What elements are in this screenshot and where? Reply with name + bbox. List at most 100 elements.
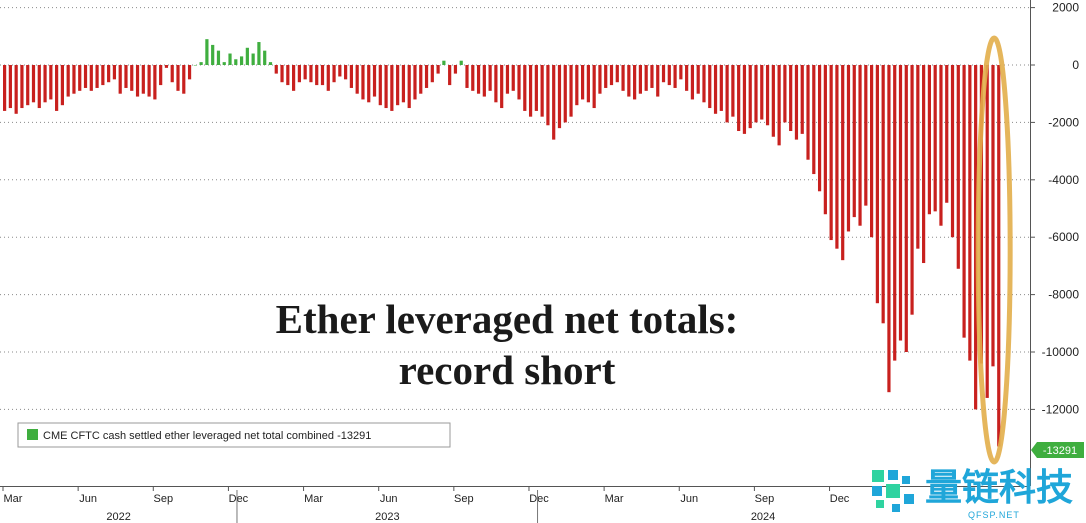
bar xyxy=(205,39,209,65)
y-tick-label: -8000 xyxy=(1048,288,1079,302)
y-tick-label: -6000 xyxy=(1048,230,1079,244)
bar xyxy=(14,65,18,114)
bar xyxy=(794,65,799,140)
bar xyxy=(199,62,203,65)
bar xyxy=(401,65,406,103)
bar xyxy=(72,65,76,94)
bar xyxy=(898,65,903,341)
x-tick-label: Sep xyxy=(454,493,474,505)
bar xyxy=(8,65,12,109)
bar xyxy=(257,42,261,65)
bar xyxy=(939,65,943,226)
legend-box xyxy=(17,422,451,448)
bar xyxy=(268,62,273,65)
svg-text:QFSP.NET: QFSP.NET xyxy=(968,510,1020,520)
watermark-logo: 量链科技 QFSP.NET xyxy=(872,466,1073,520)
bar xyxy=(841,65,845,261)
bar xyxy=(20,65,24,109)
x-tick-label: Jun xyxy=(680,493,698,505)
bar xyxy=(101,65,105,86)
bar xyxy=(263,50,267,65)
bar xyxy=(621,65,625,91)
bar xyxy=(870,65,874,238)
bar xyxy=(494,65,498,103)
bar xyxy=(361,65,365,100)
year-label: 2024 xyxy=(751,511,775,523)
bar xyxy=(274,65,278,74)
bar xyxy=(552,65,556,140)
bar xyxy=(320,65,325,86)
bar xyxy=(615,65,619,83)
bar xyxy=(436,65,440,74)
bar xyxy=(216,50,221,65)
bar xyxy=(390,65,394,111)
bar xyxy=(604,65,608,88)
bar xyxy=(234,59,238,65)
x-tick-label: Mar xyxy=(4,493,23,505)
bar xyxy=(315,65,319,86)
y-tick-label: -12000 xyxy=(1042,402,1080,416)
bar xyxy=(338,65,342,77)
chart-subtitle: record short xyxy=(399,347,616,393)
bar xyxy=(396,65,400,106)
bar xyxy=(927,65,931,215)
bar xyxy=(650,65,654,88)
last-value-marker: -13291 xyxy=(1031,442,1084,458)
bar xyxy=(528,65,533,117)
bar xyxy=(511,65,515,91)
bar xyxy=(413,65,417,100)
bar xyxy=(737,65,741,132)
x-axis-ticks: Mar Jun Sep Dec Mar Jun Sep Dec Mar Jun Sep Dec xyxy=(2,486,850,505)
bar xyxy=(482,65,486,97)
bar xyxy=(193,65,197,66)
bar xyxy=(592,65,596,109)
bar xyxy=(187,65,192,80)
bar xyxy=(107,65,111,83)
bar xyxy=(228,53,232,65)
bar xyxy=(789,65,793,132)
bar xyxy=(557,65,562,129)
bar xyxy=(153,65,157,100)
bar xyxy=(523,65,527,111)
bar xyxy=(130,65,134,91)
bar xyxy=(679,65,683,80)
x-tick-label: Dec xyxy=(229,493,249,505)
bar xyxy=(546,65,550,126)
bar xyxy=(465,65,469,88)
bar xyxy=(430,65,434,83)
bar xyxy=(309,65,313,83)
bar xyxy=(881,65,885,324)
last-value-label: -13291 xyxy=(1043,445,1077,457)
bar xyxy=(922,65,926,264)
bar xyxy=(985,65,989,398)
bar xyxy=(95,65,99,88)
svg-text:量链科技: 量链科技 xyxy=(925,466,1073,509)
bar xyxy=(407,65,411,109)
bar xyxy=(887,65,891,393)
bar xyxy=(182,65,186,94)
x-tick-label: Sep xyxy=(755,493,775,505)
bar xyxy=(945,65,949,203)
legend: CME CFTC cash settled ether leveraged ne… xyxy=(17,422,451,448)
bar xyxy=(49,65,53,100)
bar xyxy=(372,65,377,97)
legend-swatch xyxy=(27,429,38,440)
bar xyxy=(112,65,117,80)
bar xyxy=(933,65,937,212)
bar xyxy=(83,65,88,88)
bar xyxy=(89,65,93,91)
bar xyxy=(667,65,671,86)
bar xyxy=(286,65,290,86)
bar xyxy=(685,65,689,91)
bar xyxy=(696,65,700,94)
bar xyxy=(916,65,920,249)
bar xyxy=(708,65,712,109)
bar xyxy=(777,65,781,146)
bar xyxy=(292,65,296,91)
watermark-mark-icon xyxy=(872,470,914,512)
bar xyxy=(771,65,775,137)
year-label: 2023 xyxy=(375,511,399,523)
bar xyxy=(765,65,770,126)
bar xyxy=(367,65,371,103)
bar xyxy=(627,65,631,97)
